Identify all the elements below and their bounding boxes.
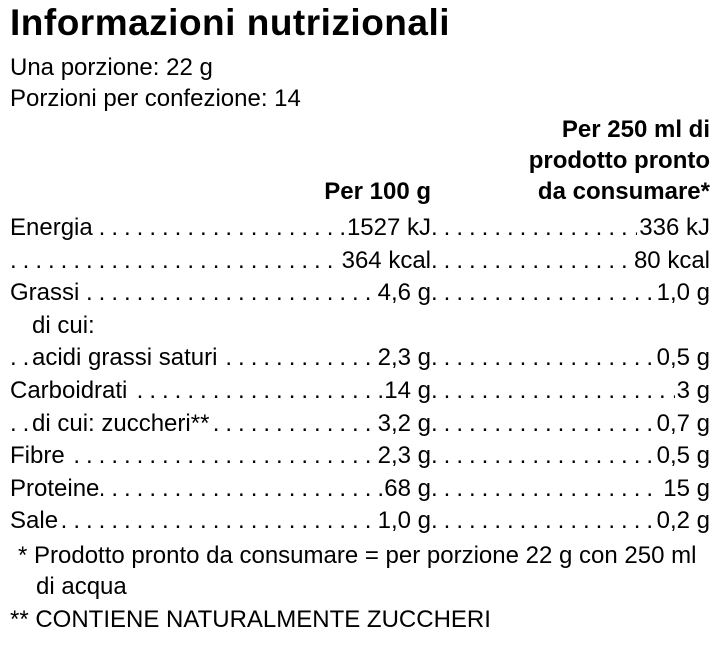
nutrient-label: acidi grassi saturi bbox=[32, 342, 220, 375]
column-header-per-250ml-line3: da consumare* bbox=[537, 178, 710, 205]
value-per-250ml: 3 g bbox=[674, 375, 710, 407]
dot-leader: ........................................… bbox=[431, 377, 706, 404]
value-per-100g: 4,6 g bbox=[375, 277, 431, 310]
table-row: ........................................… bbox=[10, 440, 710, 473]
value-per-100g: 14 g bbox=[382, 375, 431, 407]
nutrient-label: Grassi bbox=[10, 277, 82, 310]
table-row: ........................................… bbox=[10, 505, 710, 538]
column-header-per-250ml-line1: Per 250 ml di bbox=[561, 116, 710, 143]
servings-per-pack: Porzioni per confezione: 14 bbox=[10, 85, 301, 112]
value-per-100g: 68 g bbox=[382, 472, 431, 505]
value-per-250ml: 336 kJ bbox=[637, 212, 710, 244]
nutrient-label: Energia bbox=[10, 212, 95, 244]
table-row: ........................................… bbox=[10, 472, 710, 505]
dot-leader: ........................................… bbox=[10, 507, 431, 535]
value-per-100g: 1,0 g bbox=[375, 505, 431, 538]
nutrient-label: Sale bbox=[10, 505, 61, 538]
nutrient-label: di cui: bbox=[32, 309, 97, 342]
table-row: ........................................… bbox=[10, 244, 710, 277]
page-title: Informazioni nutrizionali bbox=[10, 2, 451, 43]
value-per-100g: 1527 kJ bbox=[344, 212, 431, 244]
nutrient-label: Fibre bbox=[10, 440, 67, 473]
dot-leader: ........................................… bbox=[431, 474, 706, 502]
table-row: ........................................… bbox=[10, 212, 710, 244]
serving-size: Una porzione: 22 g bbox=[10, 54, 213, 81]
value-per-250ml: 0,2 g bbox=[654, 505, 710, 538]
value-per-100g: 2,3 g bbox=[375, 342, 431, 375]
value-per-250ml: 1,0 g bbox=[654, 277, 710, 310]
value-per-250ml: 0,5 g bbox=[654, 342, 710, 375]
footnote-ready-to-eat-line2: di acqua bbox=[36, 573, 127, 600]
table-row: ........................................… bbox=[10, 375, 710, 407]
value-per-250ml: 0,5 g bbox=[654, 440, 710, 473]
nutrient-label: Carboidrati bbox=[10, 375, 130, 407]
table-row: ........................................… bbox=[10, 277, 710, 310]
value-per-100g: 3,2 g bbox=[375, 407, 431, 440]
value-per-100g: 364 kcal bbox=[339, 244, 431, 277]
column-header-per-100g: Per 100 g bbox=[324, 178, 431, 205]
table-row: ........................................… bbox=[10, 407, 710, 440]
value-per-250ml: 0,7 g bbox=[654, 407, 710, 440]
footnote-natural-sugars: ** CONTIENE NATURALMENTE ZUCCHERI bbox=[10, 606, 491, 633]
value-per-100g: 2,3 g bbox=[375, 440, 431, 473]
dot-leader: ........................................… bbox=[10, 442, 431, 470]
value-per-250ml: 15 g bbox=[661, 472, 710, 505]
column-header-per-250ml: Per 250 ml di prodotto pronto da consuma… bbox=[529, 114, 710, 207]
table-row: di cui: bbox=[10, 309, 710, 342]
value-per-250ml: 80 kcal bbox=[631, 244, 710, 277]
footnote-ready-to-eat-line1: * Prodotto pronto da consumare = per por… bbox=[18, 542, 697, 569]
nutrient-label: di cui: zuccheri** bbox=[32, 407, 212, 440]
footnote-ready-to-eat: * Prodotto pronto da consumare = per por… bbox=[18, 540, 696, 602]
column-header-per-250ml-line2: prodotto pronto bbox=[528, 147, 710, 174]
nutrient-label: Proteine bbox=[10, 472, 102, 505]
table-row: ........................................… bbox=[10, 342, 710, 375]
